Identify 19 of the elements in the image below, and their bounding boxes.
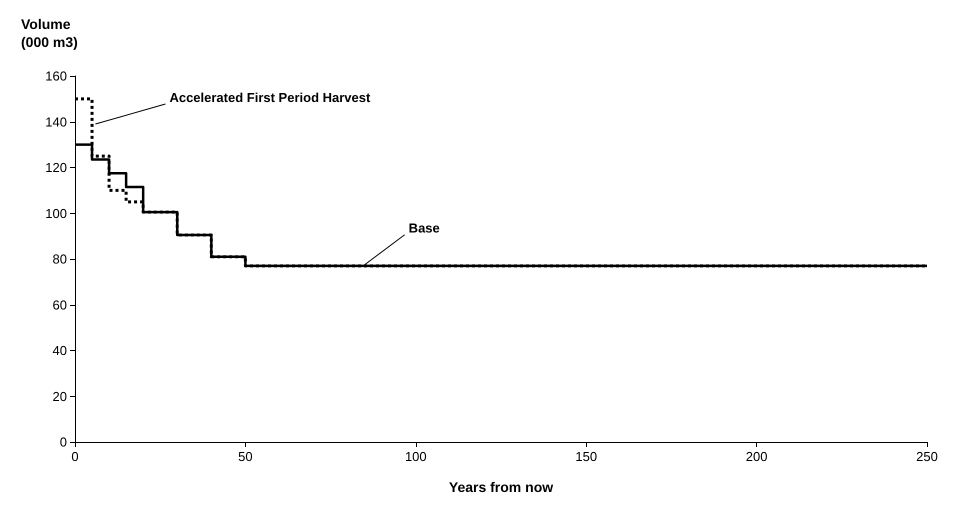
y-tick-label: 0 (60, 434, 67, 450)
x-tick-label: 100 (404, 449, 427, 464)
y-tick-label: 20 (52, 388, 67, 404)
y-tick-label: 100 (45, 206, 67, 221)
y-axis-title: Volume (000 m3) (21, 16, 78, 50)
y-tick-label: 140 (45, 114, 67, 130)
x-axis-title: Years from now (448, 479, 554, 495)
annotation: Accelerated First Period Harvest (169, 90, 371, 106)
x-tick-label: 150 (575, 449, 598, 464)
y-tick-label: 40 (52, 343, 67, 358)
x-tick-label: 250 (916, 449, 938, 464)
y-tick-label: 80 (52, 252, 67, 266)
y-tick-label: 120 (45, 160, 67, 175)
x-tick-label: 50 (238, 449, 253, 464)
x-tick-label: 0 (71, 449, 79, 464)
annotation: Base (408, 220, 440, 236)
x-tick-label: 200 (746, 449, 768, 464)
y-tick-label: 60 (52, 297, 67, 312)
y-tick-label: 160 (45, 68, 67, 84)
